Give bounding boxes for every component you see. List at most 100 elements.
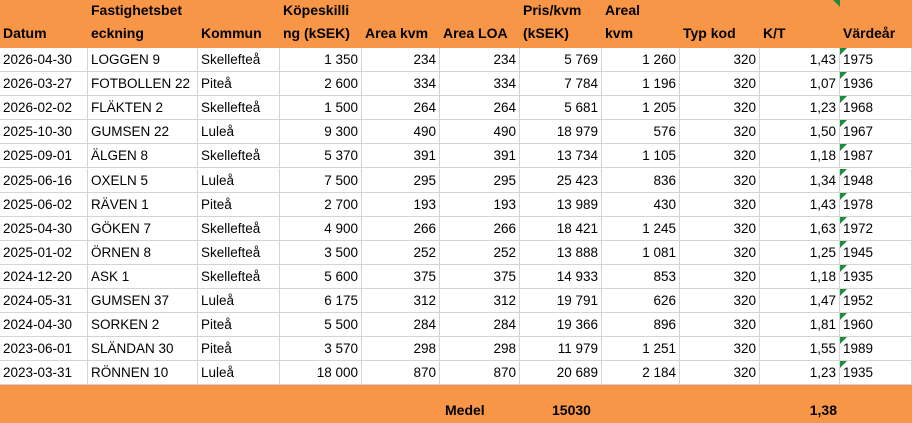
cell: ÖRNEN 8 <box>88 240 198 265</box>
cell: 320 <box>680 289 760 313</box>
cell: Skellefteå <box>198 264 280 289</box>
cell: 1975 <box>840 48 912 72</box>
cell: 7 500 <box>280 168 362 193</box>
cell: ÄLGEN 8 <box>88 144 198 169</box>
cell: 320 <box>680 361 760 386</box>
cell: RÖNNEN 10 <box>88 361 198 386</box>
cell: 870 <box>440 361 520 386</box>
header-cell: Area LOA <box>440 0 520 48</box>
cell: 1960 <box>840 313 912 338</box>
cell: 18 979 <box>520 120 602 145</box>
cell: 2 184 <box>602 361 680 386</box>
cell: 1948 <box>840 168 912 193</box>
cell: 2025-04-30 <box>0 216 88 241</box>
cell: 1,55 <box>760 337 840 362</box>
cell: 375 <box>440 264 520 289</box>
cell: 284 <box>440 313 520 338</box>
cell: 853 <box>602 264 680 289</box>
cell: Skellefteå <box>198 96 280 121</box>
cell: 1,18 <box>760 264 840 289</box>
cell: 2024-12-20 <box>0 264 88 289</box>
cell: 2026-04-30 <box>0 48 88 72</box>
cell: FOTBOLLEN 22 <box>88 72 198 97</box>
cell: 298 <box>362 337 440 362</box>
cell-marker <box>840 216 847 224</box>
header-cell: Kommun <box>198 0 280 48</box>
cell: 320 <box>680 216 760 241</box>
cell: 870 <box>362 361 440 386</box>
header-text: Värdeår <box>843 25 896 41</box>
cell: 1 500 <box>280 96 362 121</box>
cell: 320 <box>680 96 760 121</box>
header-text: ng (kSEK) <box>283 25 350 41</box>
header-text: Typ kod <box>683 25 736 41</box>
cell: Skellefteå <box>198 240 280 265</box>
cell: 2 700 <box>280 192 362 217</box>
cell: 295 <box>440 168 520 193</box>
cell: 1 350 <box>280 48 362 72</box>
cell: 264 <box>362 96 440 121</box>
cell: GUMSEN 22 <box>88 120 198 145</box>
cell-marker <box>840 72 847 80</box>
cell: 391 <box>362 144 440 169</box>
cell: 1,23 <box>760 96 840 121</box>
cell-marker <box>840 96 847 104</box>
cell: 312 <box>362 289 440 313</box>
cell: 2025-01-02 <box>0 240 88 265</box>
cell: 2023-03-31 <box>0 361 88 386</box>
cell: 25 423 <box>520 168 602 193</box>
header-cell: Fastighetsbet eckning <box>88 0 198 48</box>
cell: 2024-04-30 <box>0 313 88 338</box>
cell: 266 <box>362 216 440 241</box>
cell: 334 <box>440 72 520 97</box>
cell: 2024-05-31 <box>0 289 88 313</box>
cell-marker <box>840 313 847 321</box>
cell: 295 <box>362 168 440 193</box>
cell: 1 196 <box>602 72 680 97</box>
cell-marker <box>840 337 847 345</box>
cell: 298 <box>440 337 520 362</box>
header-text: Kommun <box>201 25 262 41</box>
cell: 234 <box>440 48 520 72</box>
cell-marker <box>840 240 847 248</box>
cell: 1952 <box>840 289 912 313</box>
cell-marker <box>840 361 847 369</box>
cell: 1,07 <box>760 72 840 97</box>
cell: 1 245 <box>602 216 680 241</box>
cell: 1 260 <box>602 48 680 72</box>
cell: GUMSEN 37 <box>88 289 198 313</box>
cell: 430 <box>602 192 680 217</box>
cell-marker <box>833 0 840 7</box>
cell: 1978 <box>840 192 912 217</box>
cell: SORKEN 2 <box>88 313 198 338</box>
cell: 7 784 <box>520 72 602 97</box>
cell: 1,25 <box>760 240 840 265</box>
cell: 1935 <box>840 361 912 386</box>
header-text: Area LOA <box>443 25 508 41</box>
cell: 234 <box>362 48 440 72</box>
cell: 11 979 <box>520 337 602 362</box>
cell: 18 000 <box>280 361 362 386</box>
cell: 14 933 <box>520 264 602 289</box>
cell: 20 689 <box>520 361 602 386</box>
header-text: Pris/kvm <box>523 2 582 18</box>
cell: SLÄNDAN 30 <box>88 337 198 362</box>
header-cell: Area kvm <box>362 0 440 48</box>
cell: 320 <box>680 144 760 169</box>
cell: 1,34 <box>760 168 840 193</box>
cell: Luleå <box>198 120 280 145</box>
header-cell: Datum <box>0 0 88 48</box>
cell: 334 <box>362 72 440 97</box>
cell-marker <box>840 168 847 176</box>
cell: GÖKEN 7 <box>88 216 198 241</box>
cell: 2025-09-01 <box>0 144 88 169</box>
cell: 576 <box>602 120 680 145</box>
cell: 1,43 <box>760 192 840 217</box>
header-cell: Köpeskilli ng (kSEK) <box>280 0 362 48</box>
cell: 2 600 <box>280 72 362 97</box>
cell: 626 <box>602 289 680 313</box>
cell-marker <box>840 48 847 55</box>
cell: Skellefteå <box>198 48 280 72</box>
footer-label: Medel <box>445 402 485 418</box>
cell: 320 <box>680 168 760 193</box>
